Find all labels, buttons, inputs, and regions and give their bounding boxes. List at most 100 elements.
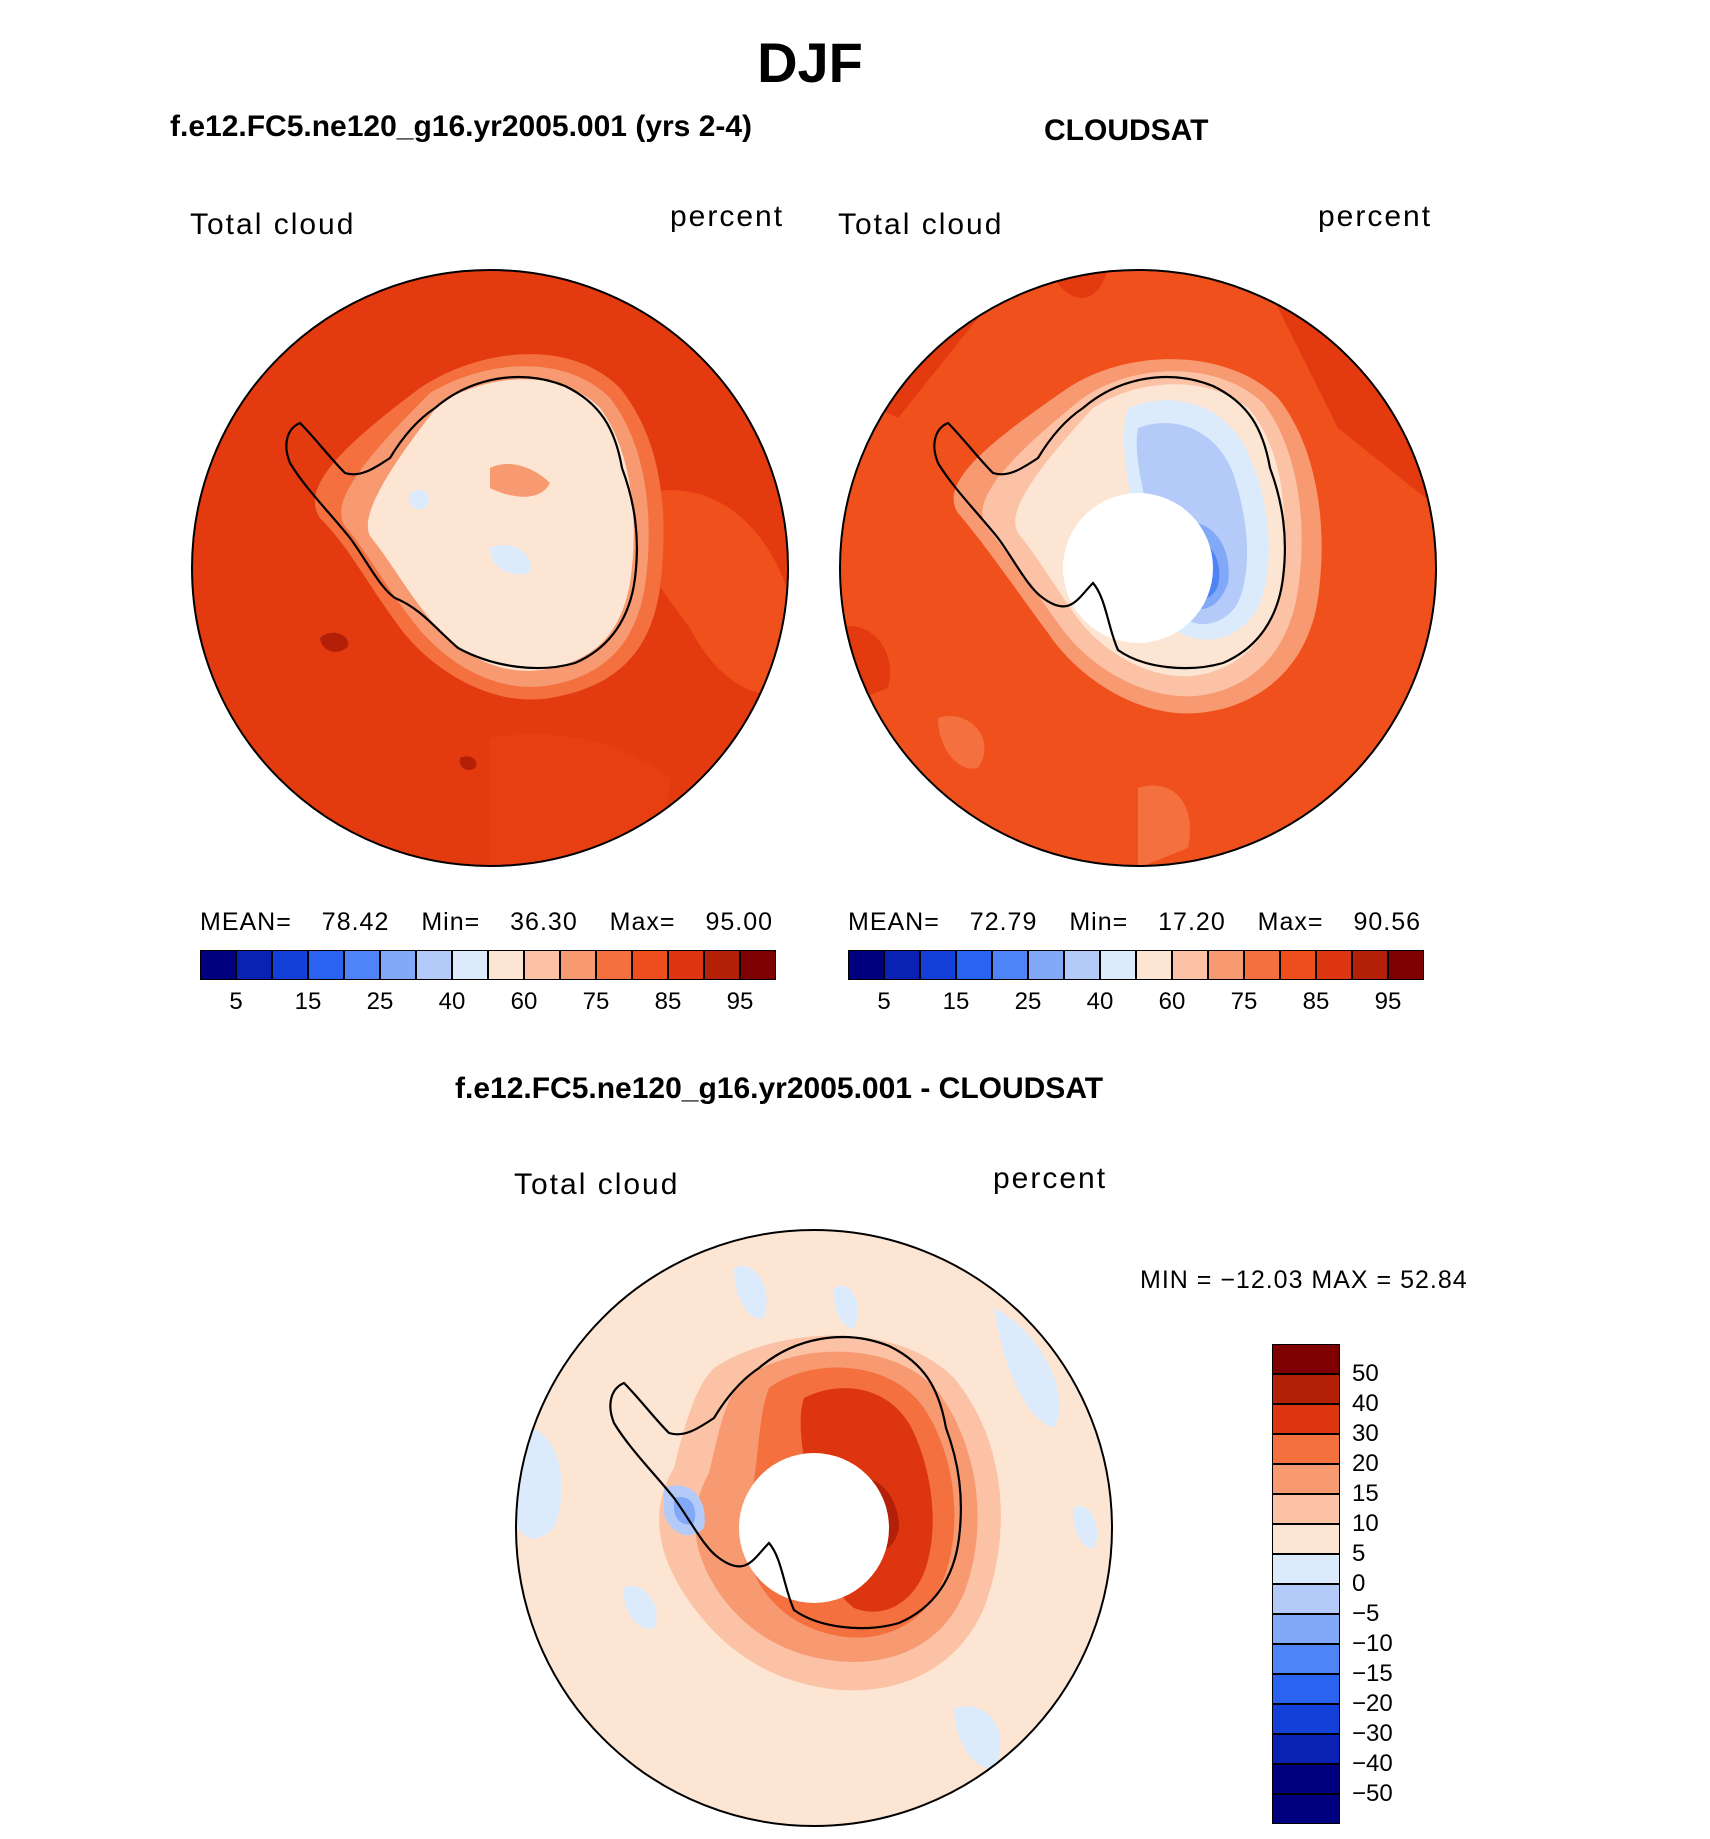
- colorbar-tick-label: 15: [294, 988, 322, 1015]
- colorbar-swatch: [884, 950, 920, 980]
- colorbar-swatch: [1272, 1674, 1340, 1704]
- colorbar-tick-label: 5: [877, 988, 891, 1015]
- colorbar-tick-label: 20: [1352, 1450, 1379, 1477]
- obs-stats: MEAN= 72.79 Min= 17.20 Max= 90.56: [848, 908, 1421, 937]
- diff-colorbar: [1272, 1344, 1340, 1824]
- colorbar-tick-label: −30: [1352, 1720, 1393, 1747]
- colorbar-swatch: [668, 950, 704, 980]
- colorbar-tick-label: 50: [1352, 1360, 1379, 1387]
- colorbar-swatch: [1280, 950, 1316, 980]
- colorbar-swatch: [560, 950, 596, 980]
- colorbar-swatch: [1272, 1614, 1340, 1644]
- model-max-label: Max=: [609, 908, 676, 936]
- colorbar-tick-label: 25: [1014, 988, 1042, 1015]
- colorbar-swatch: [1388, 950, 1424, 980]
- colorbar-swatch: [1272, 1464, 1340, 1494]
- colorbar-tick-label: 85: [654, 988, 682, 1015]
- colorbar-swatch: [1244, 950, 1280, 980]
- colorbar-tick-label: 15: [942, 988, 970, 1015]
- colorbar-tick-label: −20: [1352, 1690, 1393, 1717]
- model-min-label: Min=: [421, 908, 481, 936]
- colorbar-swatch: [524, 950, 560, 980]
- colorbar-tick-label: −5: [1352, 1600, 1380, 1627]
- model-mean-value: 78.42: [321, 908, 390, 936]
- diff-colorbar-ticks: 50 40 30 20 15 10 5 0 −5 −10 −15 −20 −30 −40 −50: [1352, 1344, 1432, 1824]
- diff-units-label: percent: [993, 1162, 1108, 1195]
- colorbar-swatch: [1272, 1344, 1340, 1374]
- model-variable-label: Total cloud: [190, 208, 356, 241]
- colorbar-swatch: [1272, 1734, 1340, 1764]
- colorbar-swatch: [272, 950, 308, 980]
- colorbar-swatch: [200, 950, 236, 980]
- obs-min-label: Min=: [1069, 908, 1129, 936]
- colorbar-swatch: [1316, 950, 1352, 980]
- colorbar-swatch: [1272, 1644, 1340, 1674]
- colorbar-swatch: [920, 950, 956, 980]
- colorbar-tick-label: 95: [726, 988, 754, 1015]
- colorbar-swatch: [1272, 1404, 1340, 1434]
- model-min-value: 36.30: [510, 908, 578, 936]
- colorbar-tick-label: 5: [229, 988, 243, 1015]
- colorbar-tick-label: 75: [582, 988, 610, 1015]
- colorbar-swatch: [1172, 950, 1208, 980]
- model-polar-map: [191, 269, 789, 867]
- model-panel-title: f.e12.FC5.ne120_g16.yr2005.001 (yrs 2-4): [170, 110, 753, 143]
- colorbar-swatch: [380, 950, 416, 980]
- colorbar-tick-label: −10: [1352, 1630, 1393, 1657]
- colorbar-tick-label: −50: [1352, 1780, 1393, 1807]
- colorbar-swatch: [1028, 950, 1064, 980]
- obs-max-value: 90.56: [1353, 908, 1422, 936]
- colorbar-tick-label: 30: [1352, 1420, 1379, 1447]
- colorbar-swatch: [308, 950, 344, 980]
- colorbar-tick-label: 60: [1158, 988, 1186, 1015]
- colorbar-swatch: [1100, 950, 1136, 980]
- model-colorbar-ticks: 5 15 25 40 60 75 85 95: [200, 988, 776, 1018]
- colorbar-tick-label: 40: [1086, 988, 1114, 1015]
- colorbar-tick-label: 40: [1352, 1390, 1379, 1417]
- obs-variable-label: Total cloud: [838, 208, 1004, 241]
- model-stats: MEAN= 78.42 Min= 36.30 Max= 95.00: [200, 908, 773, 937]
- colorbar-swatch: [236, 950, 272, 980]
- diff-polar-map: [515, 1229, 1113, 1827]
- colorbar-tick-label: 75: [1230, 988, 1258, 1015]
- diff-variable-label: Total cloud: [514, 1168, 680, 1201]
- obs-panel-title: CLOUDSAT: [1044, 114, 1209, 147]
- colorbar-swatch: [1272, 1764, 1340, 1794]
- model-colorbar: [200, 950, 776, 980]
- colorbar-swatch: [1136, 950, 1172, 980]
- colorbar-swatch: [740, 950, 776, 980]
- colorbar-tick-label: 60: [510, 988, 538, 1015]
- obs-mean-value: 72.79: [969, 908, 1038, 936]
- colorbar-swatch: [416, 950, 452, 980]
- colorbar-swatch: [1272, 1374, 1340, 1404]
- colorbar-tick-label: 0: [1352, 1570, 1366, 1597]
- obs-units-label: percent: [1318, 200, 1433, 233]
- colorbar-swatch: [1272, 1554, 1340, 1584]
- obs-mean-label: MEAN=: [848, 908, 940, 936]
- colorbar-swatch: [1272, 1524, 1340, 1554]
- colorbar-swatch: [1272, 1434, 1340, 1464]
- colorbar-swatch: [1272, 1494, 1340, 1524]
- colorbar-tick-label: −15: [1352, 1660, 1393, 1687]
- diff-minmax: MIN = −12.03 MAX = 52.84: [1140, 1266, 1468, 1294]
- colorbar-swatch: [488, 950, 524, 980]
- model-max-value: 95.00: [705, 908, 774, 936]
- colorbar-swatch: [452, 950, 488, 980]
- model-units-label: percent: [670, 200, 785, 233]
- colorbar-tick-label: 85: [1302, 988, 1330, 1015]
- colorbar-swatch: [1064, 950, 1100, 980]
- colorbar-swatch: [992, 950, 1028, 980]
- colorbar-tick-label: 5: [1352, 1540, 1366, 1567]
- obs-min-value: 17.20: [1158, 908, 1226, 936]
- colorbar-swatch: [704, 950, 740, 980]
- obs-colorbar: [848, 950, 1424, 980]
- diff-missing-pole: [739, 1453, 889, 1603]
- colorbar-tick-label: −40: [1352, 1750, 1393, 1777]
- colorbar-swatch: [632, 950, 668, 980]
- colorbar-swatch: [1352, 950, 1388, 980]
- model-mean-label: MEAN=: [200, 908, 292, 936]
- colorbar-tick-label: 25: [366, 988, 394, 1015]
- obs-missing-pole: [1063, 493, 1213, 643]
- colorbar-swatch: [1272, 1704, 1340, 1734]
- colorbar-swatch: [344, 950, 380, 980]
